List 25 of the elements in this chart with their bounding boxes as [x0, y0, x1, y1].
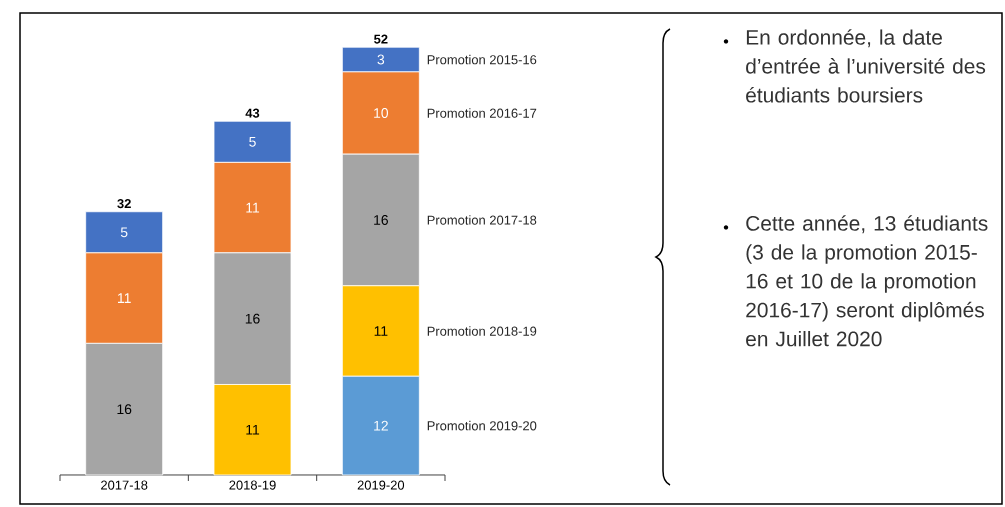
data-label: 16 — [117, 404, 132, 415]
data-label: 11 — [374, 326, 388, 336]
data-label: 5 — [120, 227, 128, 238]
data-label: 10 — [374, 108, 389, 118]
x-tick-label: 2019-20 — [357, 480, 405, 490]
x-tick-label: 2018-19 — [229, 480, 276, 490]
text: Cette année, 13 étudiants (3 de la promotion 2015-16 et 10 de la promotion 2016-17) seront diplômés en Juillet 2020 — [746, 215, 988, 347]
text: En ordonnée, la date d’entrée à l’université des étudiants boursiers — [746, 29, 986, 103]
series-label: Promotion 2016-17 — [427, 108, 537, 118]
total-label: 43 — [245, 108, 260, 118]
series-label: Promotion 2018-19 — [427, 326, 537, 336]
data-label: 16 — [374, 215, 388, 225]
data-label: 5 — [249, 136, 256, 147]
data-label: 11 — [246, 202, 260, 213]
series-label: Promotion 2019-20 — [427, 420, 537, 431]
x-tick-label: 2017-18 — [101, 480, 148, 490]
data-label: 12 — [374, 420, 388, 431]
data-label: 11 — [118, 293, 131, 303]
data-label: 16 — [245, 313, 260, 324]
data-label: 3 — [377, 54, 385, 65]
series-label: Promotion 2015-16 — [427, 54, 537, 65]
series-label: Promotion 2017-18 — [427, 215, 537, 225]
total-label: 52 — [374, 34, 388, 44]
total-label: 32 — [117, 199, 131, 209]
data-label: 11 — [246, 424, 260, 435]
